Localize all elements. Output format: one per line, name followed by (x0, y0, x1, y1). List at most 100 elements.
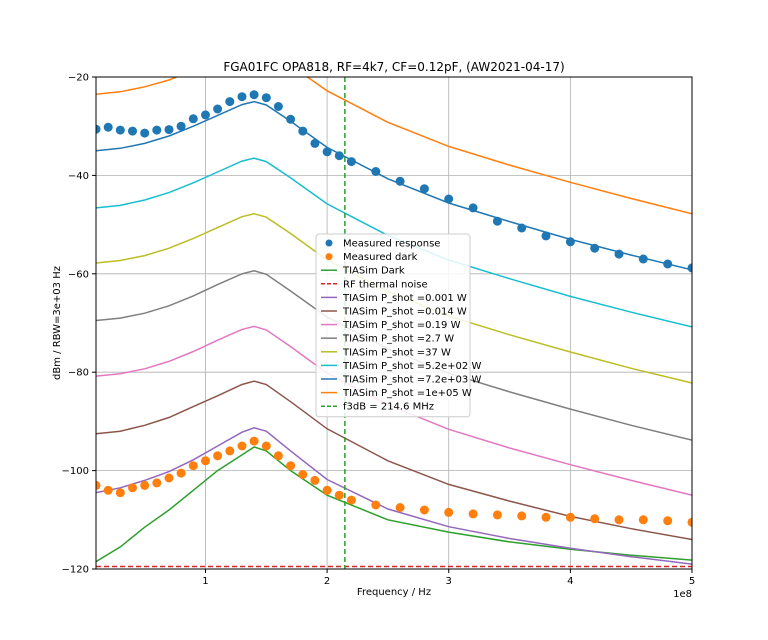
data-point (188, 461, 198, 471)
axis-ticks: 1 2 3 4 5 −120 −100 −80 −60 −40 −20 (62, 73, 696, 588)
data-point (273, 451, 283, 461)
data-point (468, 203, 478, 213)
x-tick-label: 2 (324, 576, 330, 587)
data-point (298, 126, 308, 136)
x-offset-label: 1e8 (673, 589, 692, 600)
data-point (517, 511, 527, 521)
chart-title: FGA01FC OPA818, RF=4k7, CF=0.12pF, (AW20… (223, 60, 564, 74)
legend-item: TIASim P_shot =2.7 W (321, 334, 454, 345)
x-axis-label: Frequency / Hz (357, 587, 431, 598)
data-point (213, 104, 223, 114)
data-point (371, 167, 381, 176)
legend-label: RF thermal noise (343, 279, 428, 290)
data-point (334, 151, 344, 161)
series-line (96, 427, 692, 565)
data-point (614, 249, 624, 259)
series-tiasim-p-shot-37-w (96, 213, 692, 384)
x-tick-label: 3 (446, 576, 452, 587)
data-point (152, 125, 162, 135)
data-point (492, 510, 502, 520)
series-line (96, 100, 692, 271)
legend: Measured response Measured dark TIASim Dar… (315, 233, 481, 418)
data-point (176, 121, 186, 131)
legend-label: TIASim P_shot =0.19 W (342, 320, 461, 331)
data-point (96, 124, 101, 134)
data-point (201, 456, 210, 466)
data-point (395, 176, 405, 186)
series-tiasim-p-shot-2-7-w (96, 270, 692, 441)
legend-label: TIASim P_shot =5.2e+02 W (342, 361, 481, 372)
data-point (237, 441, 247, 451)
legend-label: TIASim P_shot =1e+05 W (342, 388, 472, 399)
data-point (541, 512, 551, 522)
legend-label: TIASim P_shot =0.014 W (342, 307, 467, 318)
data-point (103, 485, 113, 495)
legend-item: TIASim Dark (321, 266, 405, 277)
data-point (517, 223, 527, 233)
y-tick-label: −100 (62, 466, 89, 477)
data-point (663, 516, 673, 526)
legend-marker (325, 253, 333, 261)
legend-label: Measured response (343, 239, 440, 250)
legend-item: TIASim P_shot =7.2e+03 W (321, 375, 481, 386)
x-tick-label: 4 (567, 576, 573, 587)
legend-label: TIASim Dark (342, 266, 405, 277)
legend-item: TIASim P_shot =1e+05 W (321, 388, 472, 399)
series-tiasim-p-shot-0-001-w (96, 427, 692, 565)
data-point (261, 441, 271, 451)
data-point (346, 157, 356, 167)
y-tick-label: −120 (62, 565, 89, 576)
legend-item: Measured response (325, 239, 440, 250)
series-tiasim-p-shot-1e-05-w (96, 77, 692, 215)
series-measured-dark (96, 436, 692, 527)
series-line (96, 446, 692, 563)
series-tiasim-dark (96, 446, 692, 563)
plot-frame (95, 76, 693, 570)
data-point (541, 231, 551, 241)
data-point (419, 184, 429, 194)
data-point (225, 97, 235, 107)
data-point (237, 92, 247, 102)
data-point (638, 515, 648, 525)
data-point (152, 478, 162, 488)
y-tick-label: −40 (68, 171, 89, 182)
data-point (371, 500, 381, 510)
data-point (273, 102, 283, 111)
x-tick-label: 5 (689, 576, 695, 587)
data-point (419, 505, 429, 515)
legend-label: TIASim P_shot =37 W (342, 347, 451, 358)
data-point (176, 468, 186, 478)
data-point (188, 114, 198, 124)
data-point (663, 259, 673, 269)
series-tiasim-p-shot-0-19-w (96, 325, 692, 496)
data-point (395, 503, 405, 512)
legend-item: Measured dark (325, 252, 418, 263)
legend-item: RF thermal noise (321, 279, 428, 290)
legend-item: TIASim P_shot =0.001 W (321, 293, 467, 304)
data-point (565, 512, 575, 522)
data-point (201, 110, 210, 120)
legend-label: f3dB = 214.6 MHz (343, 402, 434, 413)
y-axis-label: dBm / RBW=3e+03 Hz (52, 266, 63, 380)
data-point (249, 436, 259, 446)
data-point (310, 475, 320, 485)
series-tiasim-p-shot-7-2e-03-w (96, 100, 692, 271)
legend-item: TIASim P_shot =0.19 W (321, 320, 461, 331)
data-point (261, 93, 271, 103)
data-point (115, 488, 125, 498)
data-point (310, 138, 320, 148)
series-tiasim-p-shot-0-014-w (96, 380, 692, 541)
series-layer (96, 77, 692, 569)
legend-item: TIASim P_shot =37 W (321, 347, 451, 358)
data-point (140, 128, 150, 138)
legend-marker (325, 239, 333, 247)
legend-item: TIASim P_shot =0.014 W (321, 307, 467, 318)
data-point (103, 122, 113, 132)
legend-label: TIASim P_shot =7.2e+03 W (342, 375, 481, 386)
data-point (128, 483, 137, 493)
legend-item: f3dB = 214.6 MHz (321, 402, 434, 413)
data-point (225, 446, 235, 456)
data-point (590, 514, 600, 524)
y-tick-label: −20 (68, 73, 89, 84)
